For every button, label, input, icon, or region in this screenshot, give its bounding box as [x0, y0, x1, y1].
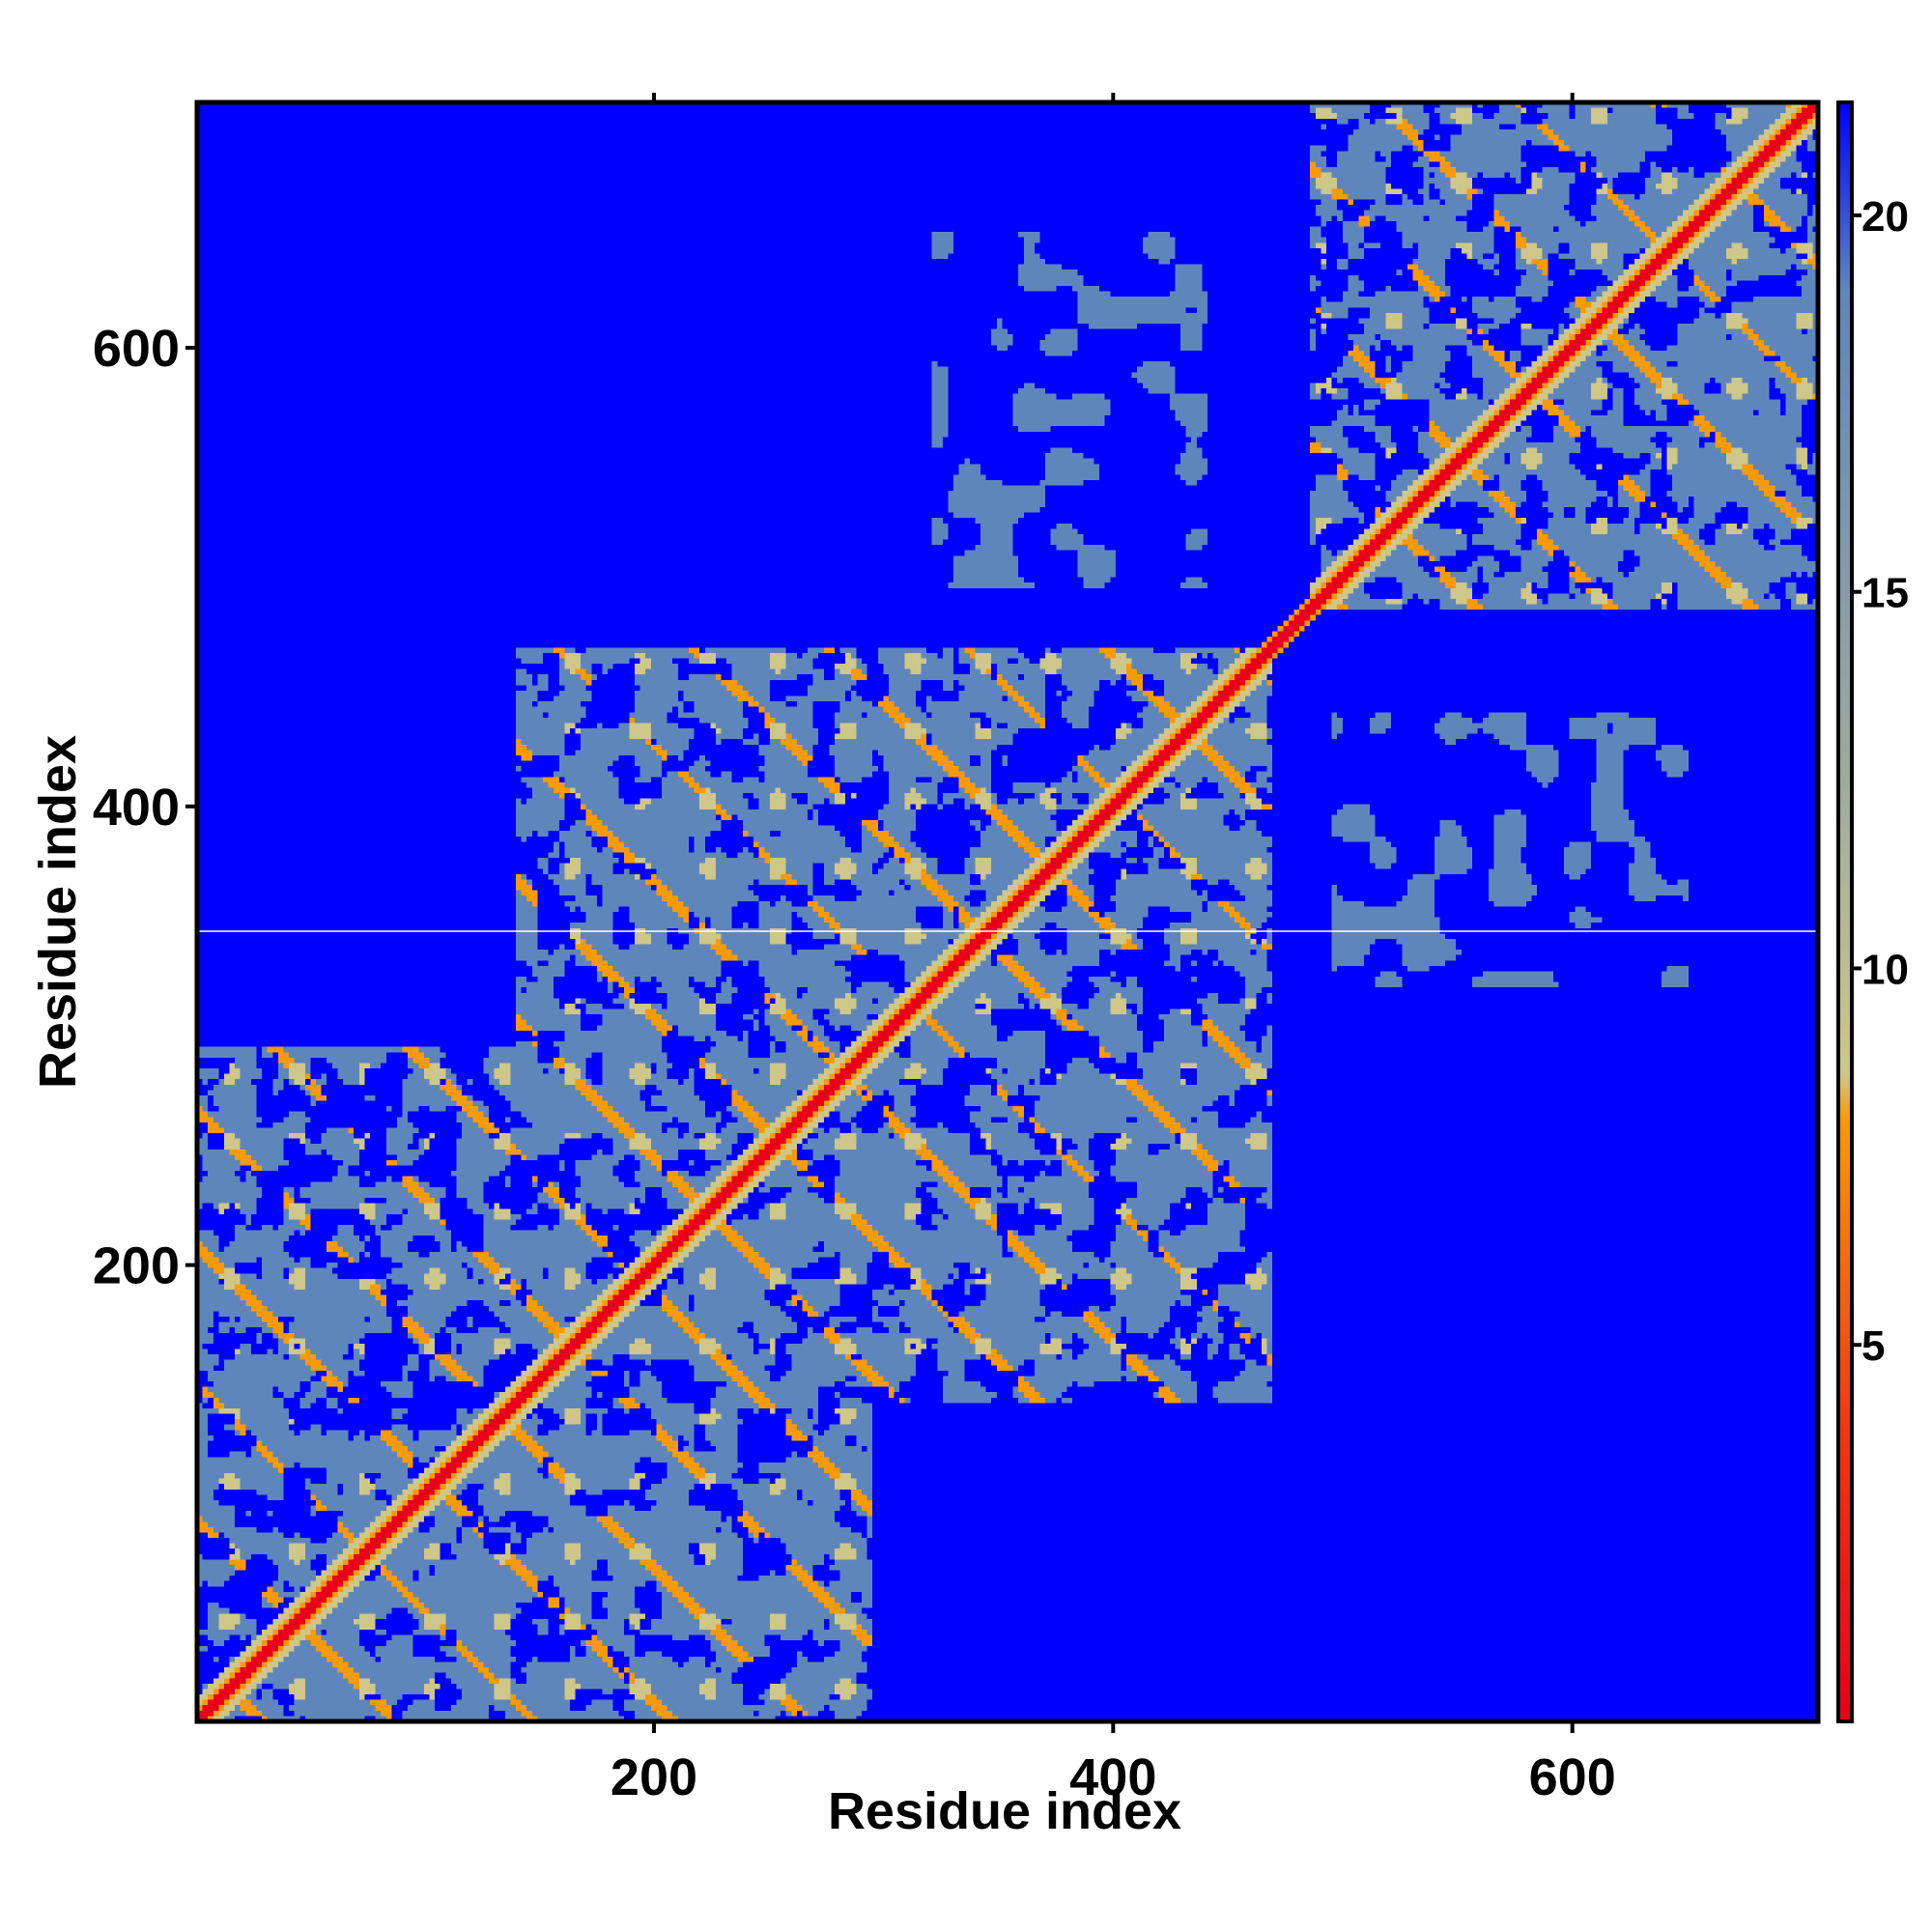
y-tick-label: 400: [93, 779, 180, 837]
colorbar-tick-label: 5: [1861, 1322, 1885, 1370]
x-tick-label: 400: [1069, 1748, 1156, 1806]
x-tick-label: 600: [1529, 1748, 1616, 1806]
colorbar-gradient: [1836, 100, 1854, 1723]
plot-frame: [194, 99, 1821, 1724]
y-axis-label: Residue index: [29, 735, 87, 1089]
x-axis-label: Residue index: [828, 1782, 1181, 1840]
heatmap-plot-area: [197, 102, 1818, 1721]
y-axis-ticks: 200 400 600: [93, 320, 197, 1295]
heatmap-image: [197, 102, 1818, 1721]
colorbar-tick-label: 10: [1861, 946, 1909, 993]
y-tick-label: 200: [93, 1237, 180, 1295]
colorbar-ticks: 5 10 15 20: [1852, 193, 1909, 1370]
colorbar-tick-label: 15: [1861, 570, 1909, 617]
colorbar-tick-label: 20: [1861, 193, 1909, 241]
x-axis-ticks: 200 400 600: [611, 93, 1616, 1806]
colorbar: 5 10 15 20: [1836, 100, 1909, 1723]
x-tick-label: 200: [611, 1748, 697, 1806]
y-tick-label: 600: [93, 320, 180, 378]
